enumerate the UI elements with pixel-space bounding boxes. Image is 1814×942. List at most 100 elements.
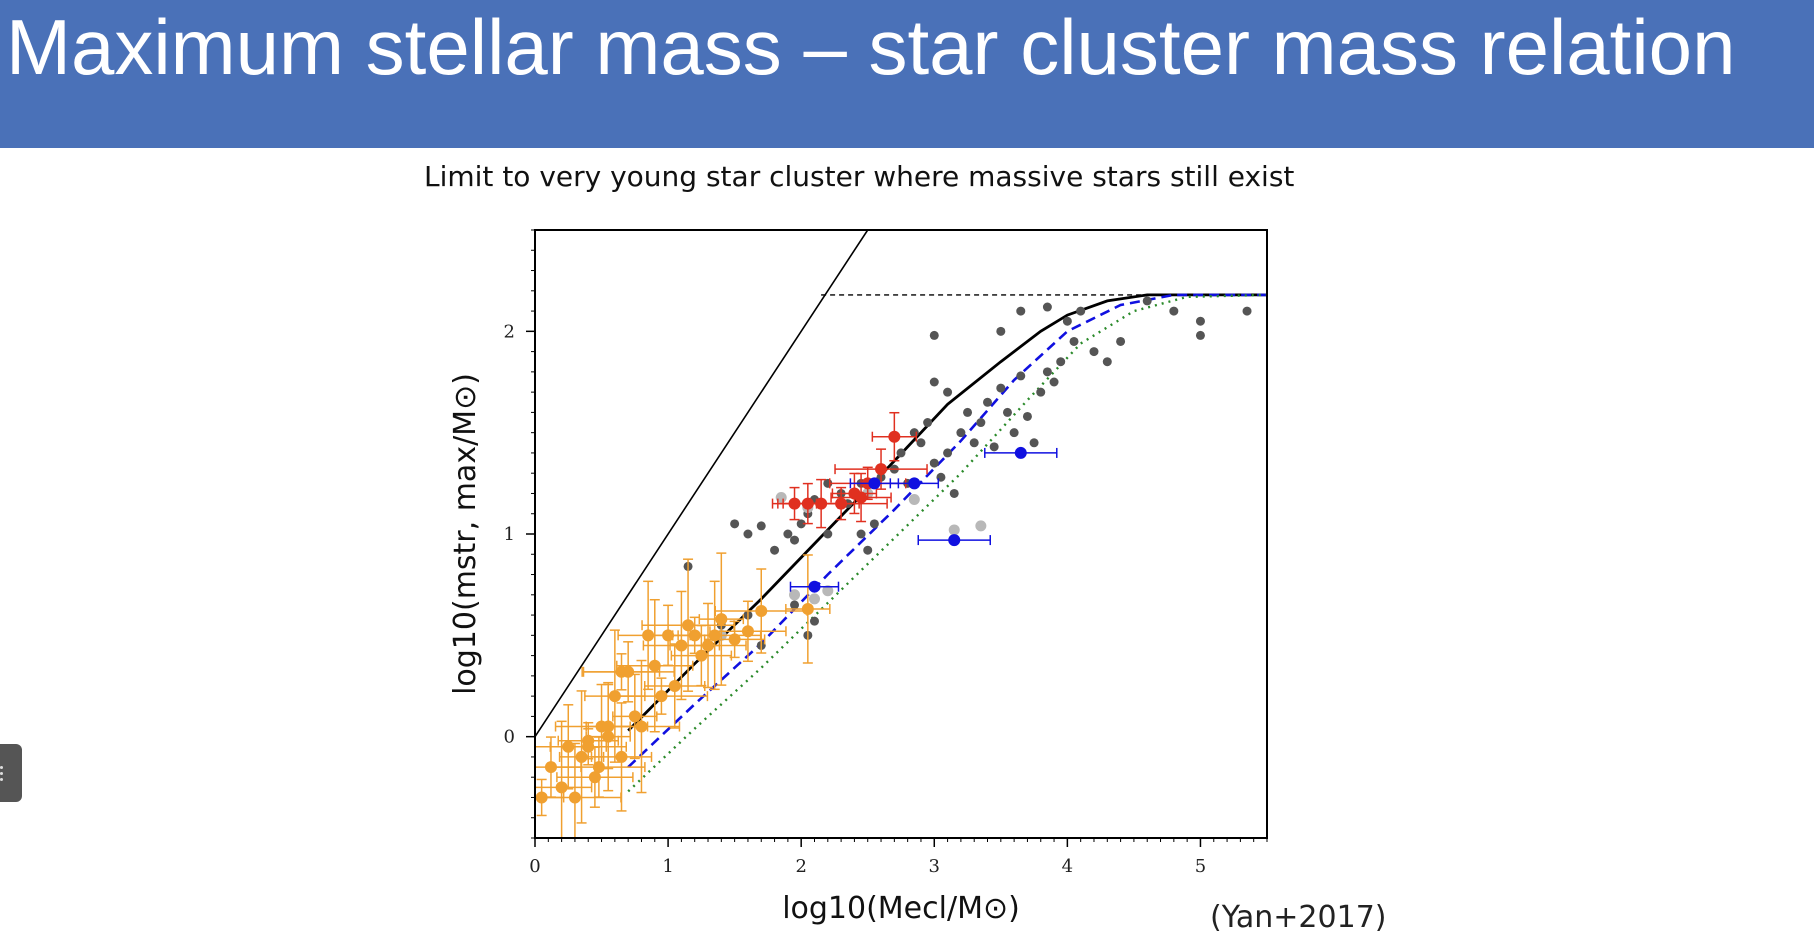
relation-line-5	[627, 293, 1267, 793]
x-axis-label: log10(Mecl/M⊙)	[782, 891, 1020, 926]
data-point	[790, 600, 800, 610]
data-point	[622, 665, 635, 678]
data-point	[943, 387, 953, 397]
data-point	[741, 625, 754, 638]
data-point	[1022, 411, 1032, 421]
data-point	[923, 418, 933, 428]
y-axis-label: log10(mstr, max/M⊙)	[448, 373, 483, 695]
x-tick-label: 0	[529, 856, 540, 877]
data-point	[943, 448, 953, 458]
data-point	[896, 448, 906, 458]
data-point	[868, 477, 881, 490]
data-point	[582, 740, 595, 753]
data-point	[888, 430, 901, 443]
title-bar: Maximum stellar mass – star cluster mass…	[0, 0, 1814, 148]
data-point	[1056, 357, 1066, 367]
data-point	[823, 529, 833, 539]
data-point	[975, 520, 987, 532]
data-point	[1036, 387, 1046, 397]
relation-line-3	[627, 293, 1267, 732]
data-point	[1169, 306, 1179, 316]
data-point	[1014, 446, 1027, 459]
data-point	[949, 488, 959, 498]
data-point	[801, 602, 814, 615]
x-tick-label: 2	[795, 856, 806, 877]
data-point	[1142, 296, 1152, 306]
data-point	[702, 639, 715, 652]
x-tick-label: 1	[662, 856, 673, 877]
data-point	[628, 710, 641, 723]
data-point	[1102, 357, 1112, 367]
data-point	[916, 438, 926, 448]
data-point	[969, 438, 979, 448]
page-title: Maximum stellar mass – star cluster mass…	[6, 3, 1736, 91]
data-point	[808, 580, 821, 593]
data-point	[1009, 428, 1019, 438]
data-point	[1195, 330, 1205, 340]
data-point	[1069, 336, 1079, 346]
data-point	[869, 519, 879, 529]
data-point	[908, 477, 921, 490]
data-point	[948, 524, 960, 536]
data-point	[976, 418, 986, 428]
slide-menu-handle[interactable]	[0, 744, 22, 802]
slide-subtitle: Limit to very young star cluster where m…	[424, 160, 1295, 193]
data-point	[695, 649, 708, 662]
data-point	[615, 750, 628, 763]
data-point	[790, 535, 800, 545]
data-point	[983, 397, 993, 407]
data-point	[789, 589, 801, 601]
data-point	[1016, 306, 1026, 316]
data-point	[668, 680, 681, 692]
data-point	[1195, 316, 1205, 326]
data-point	[1076, 306, 1086, 316]
y-tick-label: 2	[504, 321, 515, 342]
data-point	[855, 491, 868, 504]
data-point	[1116, 336, 1126, 346]
x-tick-label: 3	[929, 856, 940, 877]
data-point	[592, 761, 605, 774]
data-point	[555, 781, 568, 794]
data-point	[835, 497, 848, 510]
data-point	[908, 494, 920, 506]
data-point	[1029, 438, 1039, 448]
data-point	[796, 519, 806, 529]
data-point	[1049, 377, 1059, 387]
data-point	[728, 633, 741, 646]
x-tick-label: 4	[1062, 856, 1073, 877]
data-point	[989, 442, 999, 452]
data-point	[682, 619, 695, 632]
data-point	[783, 529, 793, 539]
data-point	[743, 529, 753, 539]
data-point	[730, 519, 740, 529]
data-point	[856, 529, 866, 539]
data-point	[708, 629, 721, 642]
data-point	[929, 330, 939, 340]
data-point	[648, 659, 661, 672]
data-point	[1002, 407, 1012, 417]
citation: (Yan+2017)	[1210, 900, 1387, 935]
data-point	[909, 428, 919, 438]
data-point	[996, 383, 1006, 393]
data-point	[1042, 367, 1052, 377]
data-point	[544, 761, 557, 774]
data-point	[1042, 302, 1052, 312]
data-point	[948, 534, 961, 547]
data-point	[822, 585, 834, 597]
data-point	[770, 545, 780, 555]
relation-line-4	[627, 293, 1267, 769]
data-point	[863, 545, 873, 555]
data-point	[756, 521, 766, 531]
data-point	[588, 771, 601, 784]
data-point	[809, 616, 819, 626]
data-point	[1089, 347, 1099, 357]
data-point	[1062, 316, 1072, 326]
data-point	[1242, 306, 1252, 316]
data-point	[963, 407, 973, 417]
data-point	[875, 463, 888, 476]
data-point	[929, 458, 939, 468]
relation-line-1	[535, 230, 869, 738]
data-point	[1016, 371, 1026, 381]
x-tick-label: 5	[1195, 856, 1206, 877]
data-point	[635, 720, 648, 733]
